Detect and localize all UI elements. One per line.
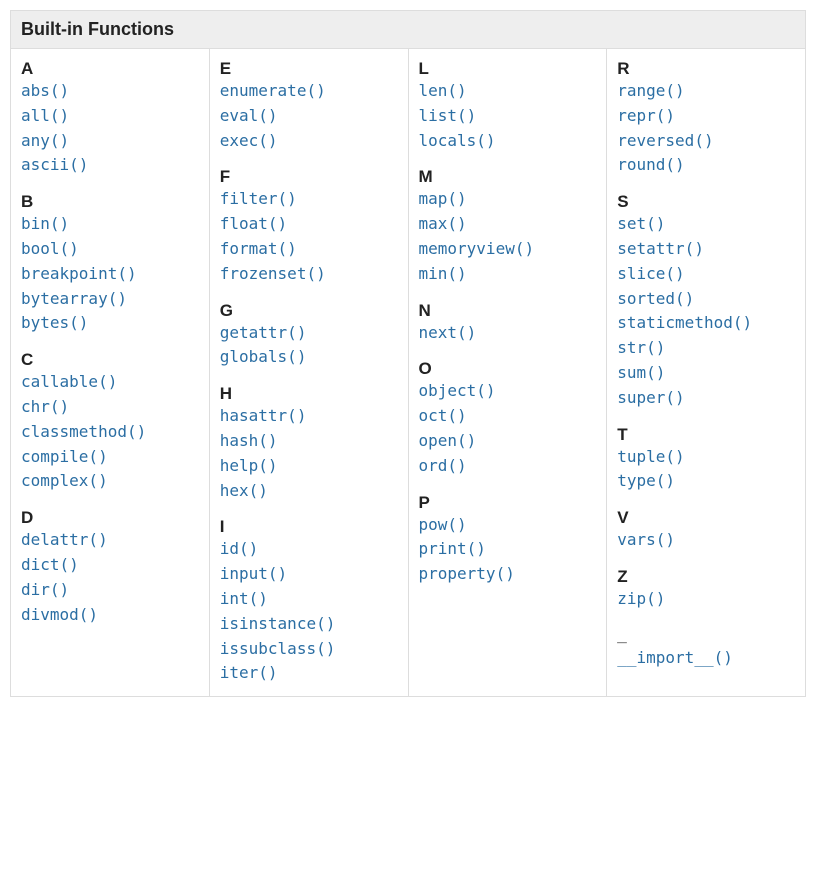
table-title: Built-in Functions: [11, 11, 805, 49]
function-link[interactable]: hex(): [220, 479, 398, 504]
function-link[interactable]: open(): [419, 429, 597, 454]
function-link[interactable]: float(): [220, 212, 398, 237]
function-link[interactable]: hasattr(): [220, 404, 398, 429]
letter-heading: G: [220, 301, 398, 321]
letter-heading: D: [21, 508, 199, 528]
function-link[interactable]: print(): [419, 537, 597, 562]
function-link[interactable]: complex(): [21, 469, 199, 494]
function-link[interactable]: bool(): [21, 237, 199, 262]
letter-heading: N: [419, 301, 597, 321]
builtins-table: Built-in Functions Aabs()all()any()ascii…: [10, 10, 806, 697]
function-link[interactable]: globals(): [220, 345, 398, 370]
function-link[interactable]: frozenset(): [220, 262, 398, 287]
function-link[interactable]: chr(): [21, 395, 199, 420]
function-link[interactable]: memoryview(): [419, 237, 597, 262]
function-link[interactable]: exec(): [220, 129, 398, 154]
function-link[interactable]: bytes(): [21, 311, 199, 336]
function-link[interactable]: getattr(): [220, 321, 398, 346]
function-link[interactable]: delattr(): [21, 528, 199, 553]
function-link[interactable]: locals(): [419, 129, 597, 154]
letter-heading: S: [617, 192, 795, 212]
function-link[interactable]: property(): [419, 562, 597, 587]
column: Eenumerate()eval()exec() Ffilter()float()…: [210, 49, 409, 696]
function-link[interactable]: iter(): [220, 661, 398, 686]
function-link[interactable]: repr(): [617, 104, 795, 129]
column: Llen()list()locals() Mmap()max()memoryvie…: [409, 49, 608, 696]
function-link[interactable]: round(): [617, 153, 795, 178]
function-link[interactable]: eval(): [220, 104, 398, 129]
function-link[interactable]: list(): [419, 104, 597, 129]
function-link[interactable]: set(): [617, 212, 795, 237]
letter-heading: E: [220, 59, 398, 79]
column: Aabs()all()any()ascii() Bbin()bool()break…: [11, 49, 210, 696]
function-link[interactable]: len(): [419, 79, 597, 104]
letter-heading: C: [21, 350, 199, 370]
function-link[interactable]: super(): [617, 386, 795, 411]
function-link[interactable]: object(): [419, 379, 597, 404]
function-link[interactable]: vars(): [617, 528, 795, 553]
function-link[interactable]: next(): [419, 321, 597, 346]
function-link[interactable]: id(): [220, 537, 398, 562]
function-link[interactable]: staticmethod(): [617, 311, 795, 336]
letter-heading: V: [617, 508, 795, 528]
function-link[interactable]: reversed(): [617, 129, 795, 154]
function-link[interactable]: str(): [617, 336, 795, 361]
function-link[interactable]: breakpoint(): [21, 262, 199, 287]
function-link[interactable]: issubclass(): [220, 637, 398, 662]
columns-container: Aabs()all()any()ascii() Bbin()bool()break…: [11, 49, 805, 696]
function-link[interactable]: dict(): [21, 553, 199, 578]
letter-heading: R: [617, 59, 795, 79]
function-link[interactable]: type(): [617, 469, 795, 494]
letter-heading: T: [617, 425, 795, 445]
function-link[interactable]: zip(): [617, 587, 795, 612]
letter-heading: M: [419, 167, 597, 187]
function-link[interactable]: range(): [617, 79, 795, 104]
function-link[interactable]: tuple(): [617, 445, 795, 470]
letter-heading: A: [21, 59, 199, 79]
function-link[interactable]: int(): [220, 587, 398, 612]
function-link[interactable]: enumerate(): [220, 79, 398, 104]
letter-heading: L: [419, 59, 597, 79]
function-link[interactable]: callable(): [21, 370, 199, 395]
function-link[interactable]: max(): [419, 212, 597, 237]
function-link[interactable]: any(): [21, 129, 199, 154]
letter-heading: O: [419, 359, 597, 379]
function-link[interactable]: sorted(): [617, 287, 795, 312]
function-link[interactable]: classmethod(): [21, 420, 199, 445]
function-link[interactable]: all(): [21, 104, 199, 129]
function-link[interactable]: map(): [419, 187, 597, 212]
letter-heading: F: [220, 167, 398, 187]
function-link[interactable]: bytearray(): [21, 287, 199, 312]
function-link[interactable]: bin(): [21, 212, 199, 237]
function-link[interactable]: divmod(): [21, 603, 199, 628]
letter-heading: P: [419, 493, 597, 513]
function-link[interactable]: setattr(): [617, 237, 795, 262]
letter-heading: B: [21, 192, 199, 212]
function-link[interactable]: pow(): [419, 513, 597, 538]
letter-heading: I: [220, 517, 398, 537]
function-link[interactable]: format(): [220, 237, 398, 262]
letter-heading: _: [617, 626, 795, 646]
function-link[interactable]: hash(): [220, 429, 398, 454]
function-link[interactable]: __import__(): [617, 646, 795, 671]
function-link[interactable]: isinstance(): [220, 612, 398, 637]
function-link[interactable]: input(): [220, 562, 398, 587]
letter-heading: H: [220, 384, 398, 404]
function-link[interactable]: ascii(): [21, 153, 199, 178]
function-link[interactable]: slice(): [617, 262, 795, 287]
function-link[interactable]: filter(): [220, 187, 398, 212]
function-link[interactable]: compile(): [21, 445, 199, 470]
function-link[interactable]: sum(): [617, 361, 795, 386]
letter-heading: Z: [617, 567, 795, 587]
function-link[interactable]: help(): [220, 454, 398, 479]
function-link[interactable]: oct(): [419, 404, 597, 429]
function-link[interactable]: dir(): [21, 578, 199, 603]
column: Rrange()repr()reversed()round() Sset()set…: [607, 49, 805, 696]
function-link[interactable]: min(): [419, 262, 597, 287]
function-link[interactable]: ord(): [419, 454, 597, 479]
function-link[interactable]: abs(): [21, 79, 199, 104]
